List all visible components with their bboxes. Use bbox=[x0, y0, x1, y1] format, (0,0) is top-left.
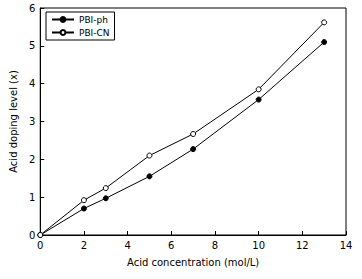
svg-text:4: 4 bbox=[29, 78, 35, 89]
svg-text:PBI-ph: PBI-ph bbox=[79, 15, 108, 25]
svg-text:PBI-CN: PBI-CN bbox=[79, 28, 110, 38]
svg-text:1: 1 bbox=[29, 192, 35, 203]
svg-text:4: 4 bbox=[124, 240, 130, 251]
svg-text:12: 12 bbox=[296, 240, 309, 251]
svg-text:6: 6 bbox=[168, 240, 174, 251]
svg-text:8: 8 bbox=[212, 240, 218, 251]
svg-text:0: 0 bbox=[37, 240, 43, 251]
svg-text:2: 2 bbox=[81, 240, 87, 251]
svg-text:6: 6 bbox=[29, 3, 35, 14]
svg-text:0: 0 bbox=[29, 230, 35, 241]
svg-text:5: 5 bbox=[29, 40, 35, 51]
svg-text:Acid doping level (x): Acid doping level (x) bbox=[8, 70, 19, 173]
svg-text:2: 2 bbox=[29, 154, 35, 165]
svg-text:3: 3 bbox=[29, 116, 35, 127]
svg-text:10: 10 bbox=[252, 240, 265, 251]
svg-text:14: 14 bbox=[340, 240, 353, 251]
svg-text:Acid concentration (mol/L): Acid concentration (mol/L) bbox=[127, 257, 259, 268]
